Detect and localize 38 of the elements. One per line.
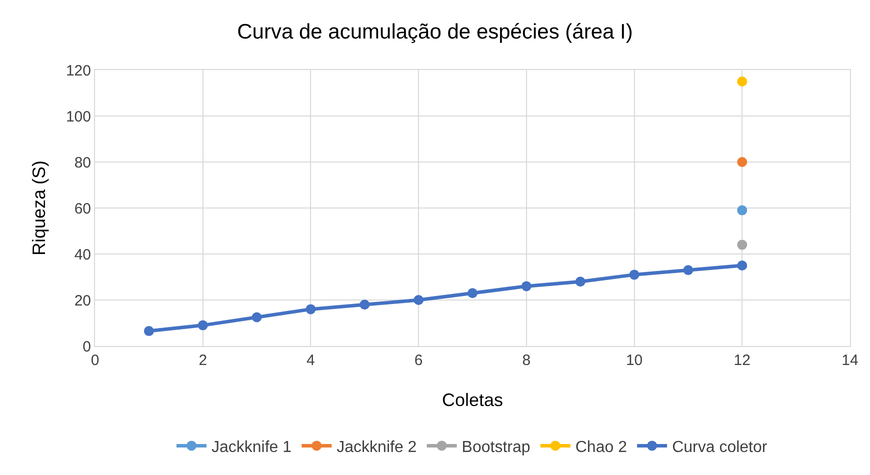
x-axis-title: Coletas xyxy=(442,390,504,410)
point xyxy=(306,304,316,314)
point xyxy=(198,320,208,330)
legend-label: Chao 2 xyxy=(575,438,628,456)
point xyxy=(468,288,478,298)
y-tick-label: 20 xyxy=(74,292,91,310)
y-tick-label: 40 xyxy=(74,246,91,264)
y-tick-label: 0 xyxy=(82,338,91,356)
point xyxy=(737,157,748,167)
point xyxy=(575,276,586,287)
legend-label: Bootstrap xyxy=(462,438,530,456)
point xyxy=(252,312,262,322)
point xyxy=(737,240,748,250)
x-tick-label: 4 xyxy=(306,352,315,369)
x-tick-label: 2 xyxy=(198,352,208,369)
point xyxy=(521,281,532,292)
point xyxy=(737,205,748,216)
legend-label: Jackknife 1 xyxy=(212,438,292,456)
x-tick-label: 10 xyxy=(626,352,643,369)
point xyxy=(737,76,748,86)
y-tick-label: 80 xyxy=(74,154,91,172)
x-tick-label: 14 xyxy=(842,352,858,369)
y-axis-title: Riqueza (S) xyxy=(29,160,50,256)
y-tick-label: 60 xyxy=(74,200,91,218)
x-tick-label: 12 xyxy=(734,352,750,369)
point xyxy=(683,265,694,276)
point xyxy=(144,326,154,336)
x-tick-label: 6 xyxy=(414,352,423,369)
y-tick-label: 100 xyxy=(66,108,91,126)
y-tick-label: 120 xyxy=(66,62,91,80)
legend-label: Curva coletor xyxy=(672,438,768,456)
point xyxy=(629,270,640,280)
point xyxy=(360,300,370,310)
point xyxy=(414,295,424,305)
point xyxy=(737,260,748,270)
x-tick-label: 8 xyxy=(522,352,531,369)
chart-title: Curva de acumulação de espécies (área I) xyxy=(237,20,633,44)
legend-label: Jackknife 2 xyxy=(336,438,417,456)
